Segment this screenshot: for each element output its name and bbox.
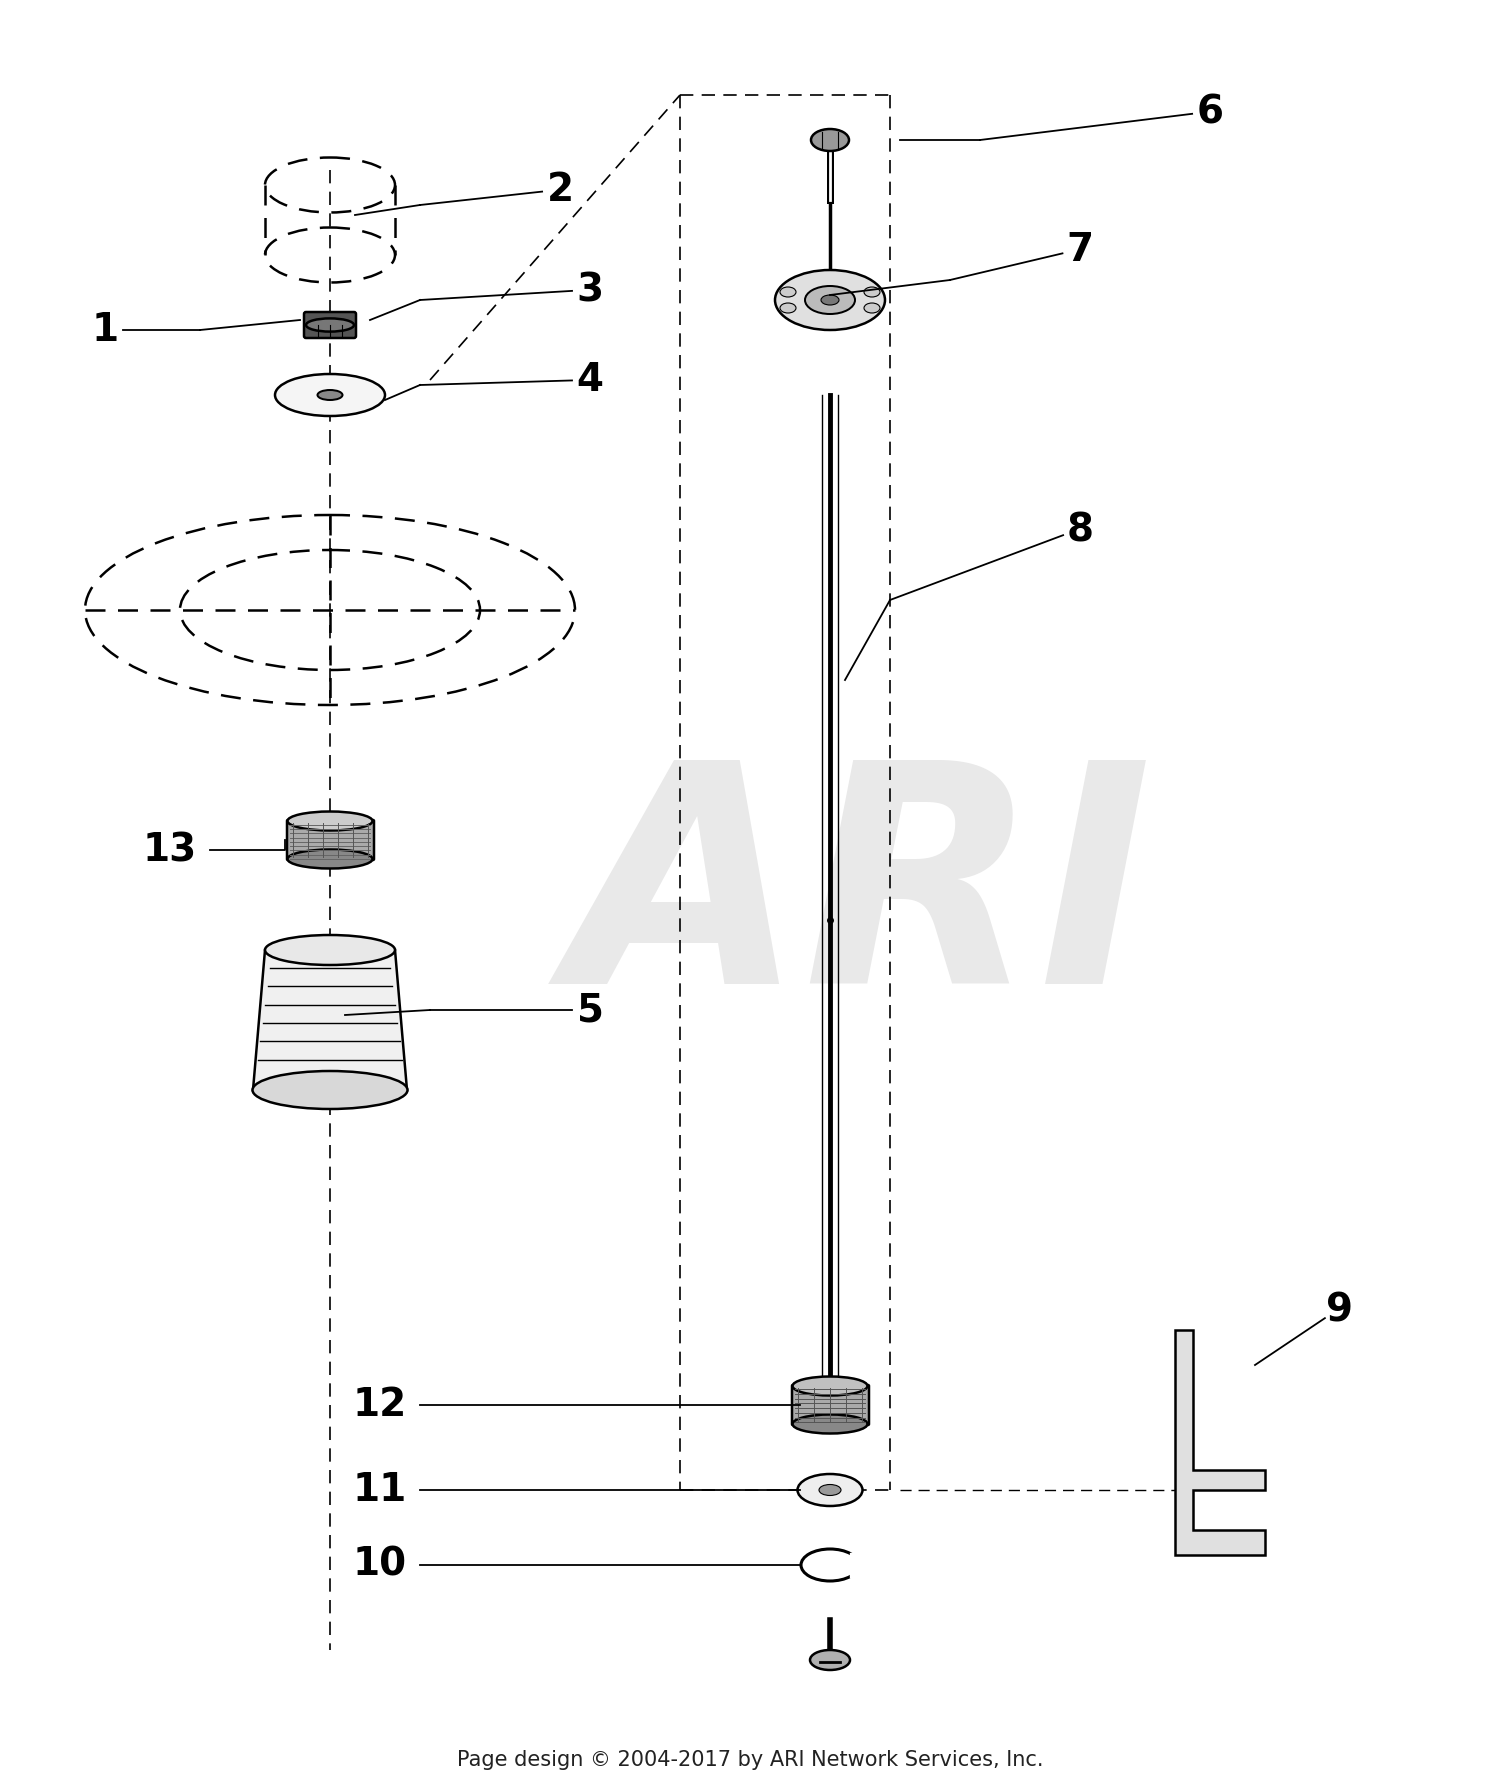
Ellipse shape — [864, 302, 880, 313]
Ellipse shape — [810, 1650, 850, 1670]
Text: 10: 10 — [352, 1547, 407, 1584]
Ellipse shape — [776, 270, 885, 331]
Ellipse shape — [306, 318, 354, 331]
Text: Page design © 2004-2017 by ARI Network Services, Inc.: Page design © 2004-2017 by ARI Network S… — [456, 1750, 1044, 1770]
Text: ARI: ARI — [567, 751, 1152, 1048]
Text: 4: 4 — [576, 361, 603, 399]
Polygon shape — [1174, 1330, 1264, 1556]
FancyBboxPatch shape — [792, 1386, 868, 1425]
FancyBboxPatch shape — [286, 821, 374, 860]
Ellipse shape — [819, 1484, 842, 1495]
Ellipse shape — [792, 1414, 867, 1434]
Text: 5: 5 — [576, 991, 603, 1030]
Text: 6: 6 — [1197, 93, 1224, 131]
Text: 1: 1 — [92, 311, 118, 349]
Ellipse shape — [864, 288, 880, 297]
Ellipse shape — [288, 812, 372, 830]
Text: 11: 11 — [352, 1472, 407, 1509]
Ellipse shape — [252, 1071, 408, 1109]
Text: 12: 12 — [352, 1386, 407, 1423]
Ellipse shape — [288, 849, 372, 869]
FancyBboxPatch shape — [304, 311, 355, 338]
Ellipse shape — [780, 302, 796, 313]
Ellipse shape — [792, 1377, 867, 1395]
Text: 9: 9 — [1326, 1291, 1353, 1328]
Text: 3: 3 — [576, 272, 603, 309]
Text: 7: 7 — [1066, 231, 1094, 268]
Ellipse shape — [780, 288, 796, 297]
Polygon shape — [254, 949, 406, 1091]
Text: 2: 2 — [546, 172, 573, 209]
Text: 13: 13 — [142, 831, 196, 869]
Ellipse shape — [266, 935, 394, 966]
Ellipse shape — [806, 286, 855, 315]
Ellipse shape — [798, 1473, 862, 1505]
Ellipse shape — [812, 129, 849, 150]
Ellipse shape — [318, 390, 342, 401]
Text: 8: 8 — [1066, 511, 1094, 549]
Ellipse shape — [274, 374, 386, 417]
Ellipse shape — [821, 295, 839, 306]
